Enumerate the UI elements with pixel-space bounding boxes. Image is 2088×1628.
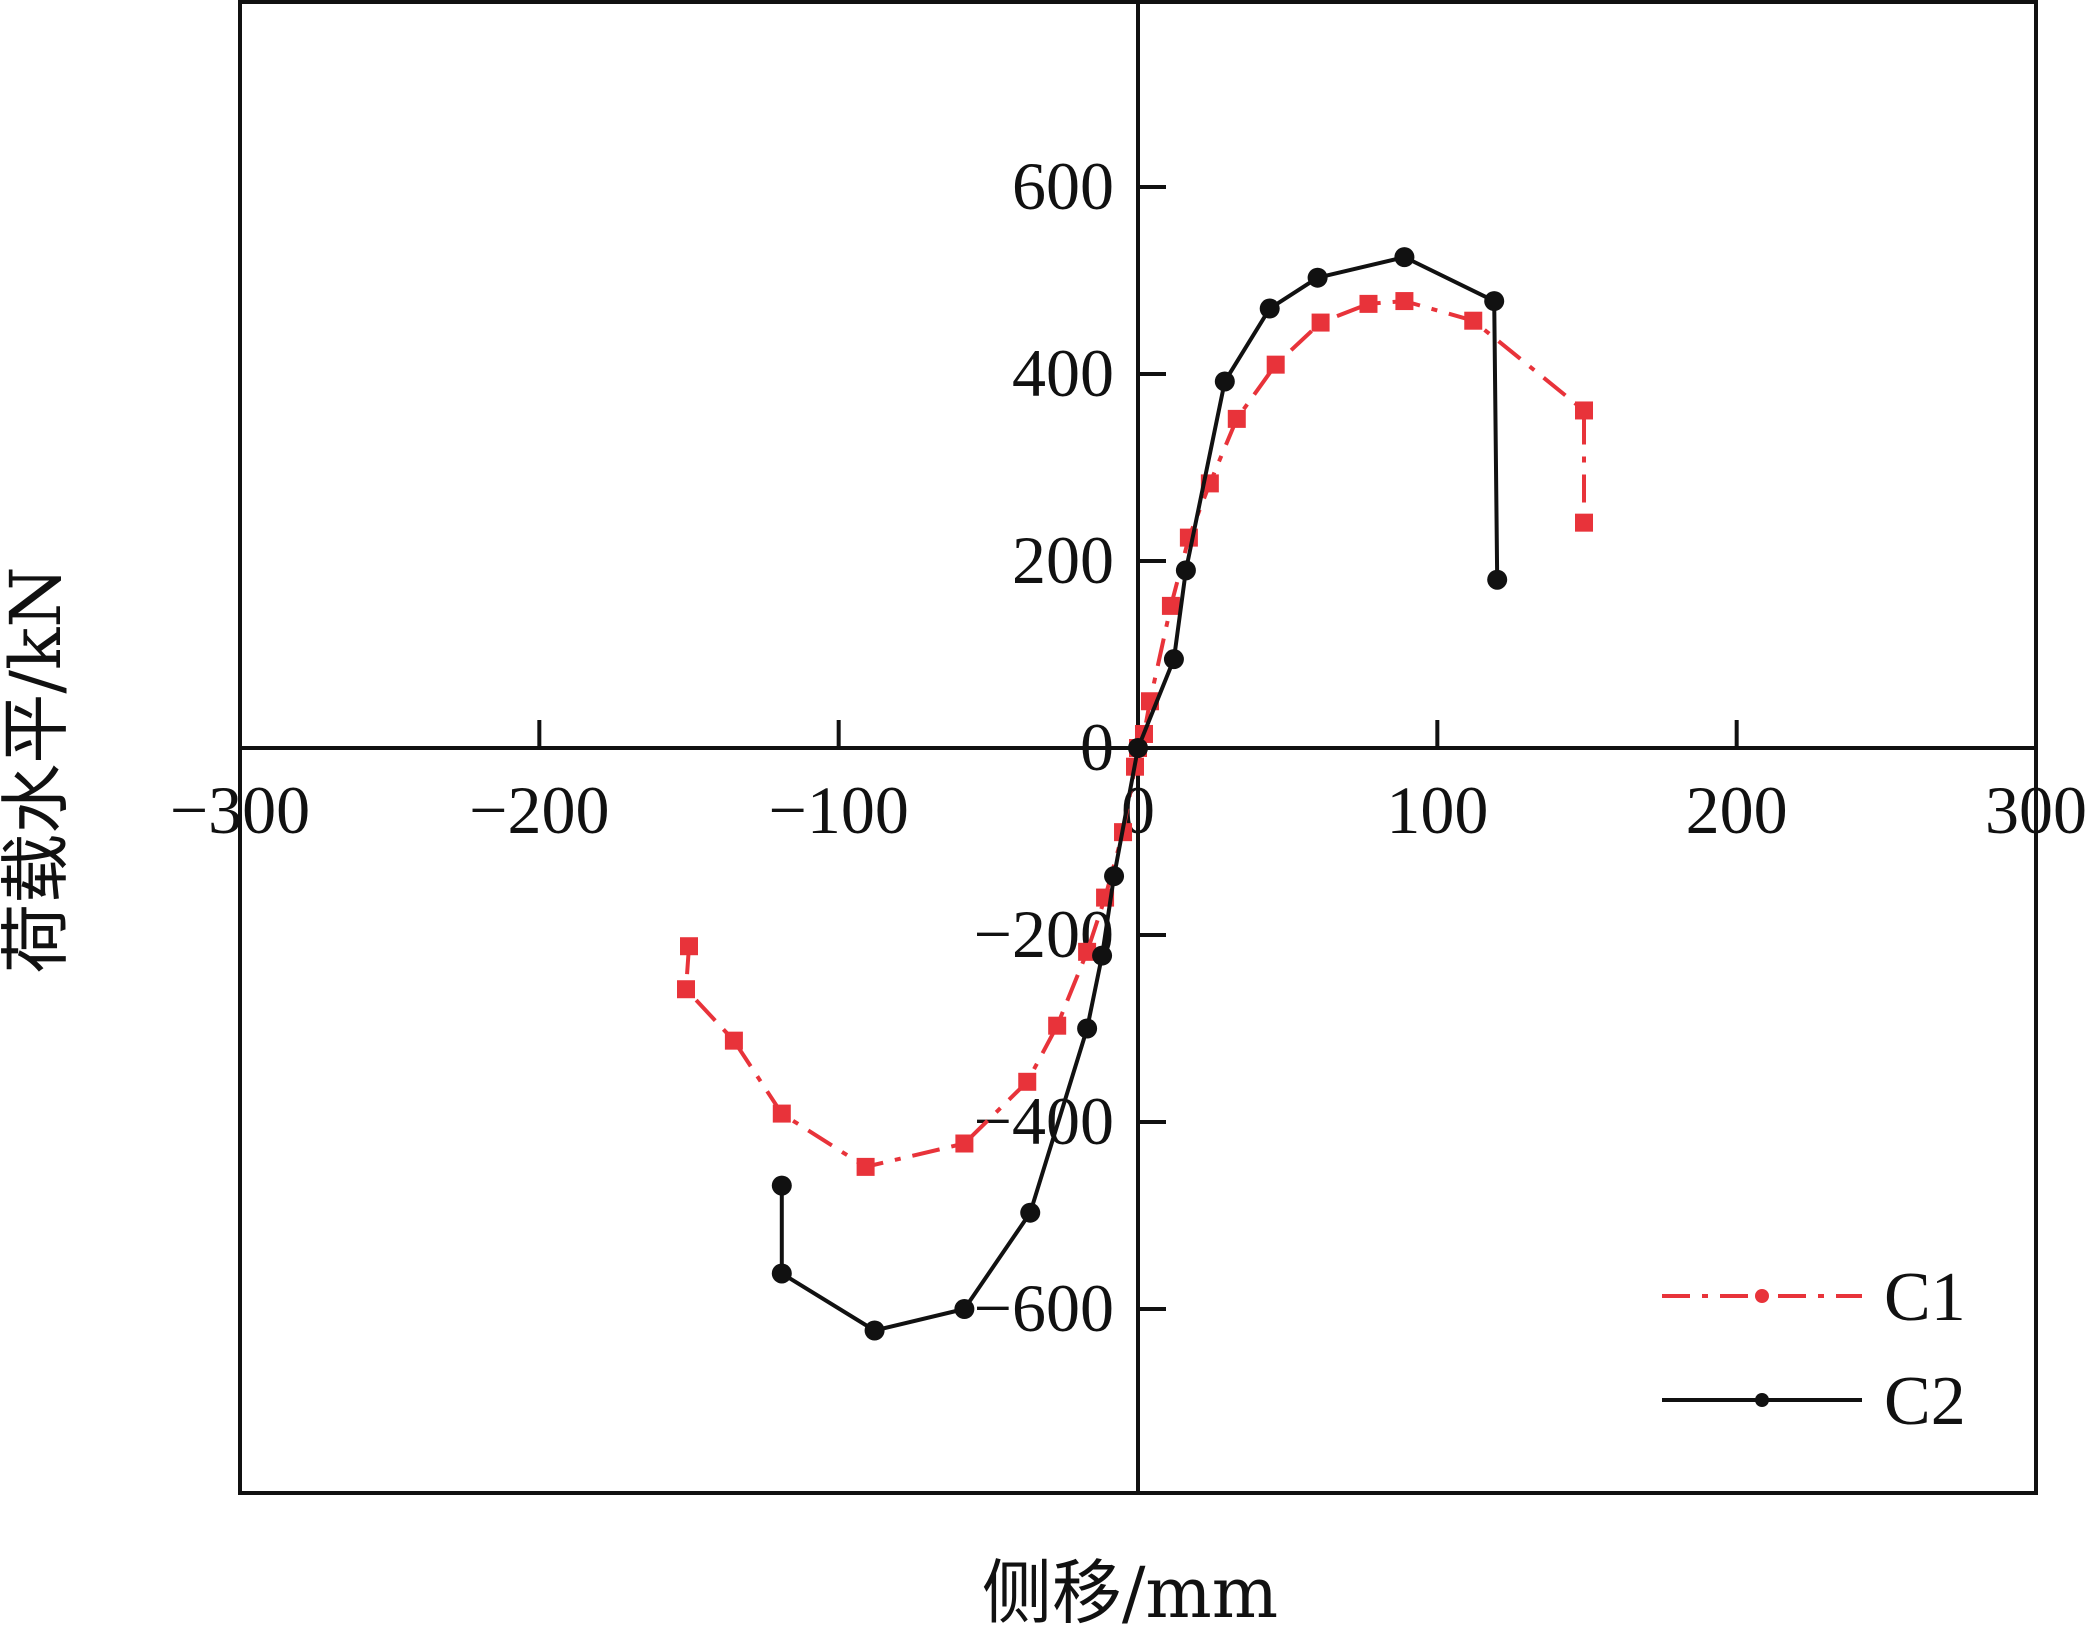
- data-point: [771, 1175, 792, 1196]
- legend-label-C2: C2: [1884, 1363, 1966, 1440]
- y-tick-label: 400: [1012, 335, 1114, 411]
- data-point: [864, 1320, 885, 1341]
- data-point: [955, 1134, 974, 1153]
- data-point: [1575, 401, 1594, 420]
- data-point: [1311, 313, 1330, 332]
- data-point: [1359, 294, 1378, 313]
- y-tick-label: −400: [974, 1083, 1114, 1159]
- data-point: [1227, 409, 1246, 428]
- x-tick-label: −200: [469, 772, 609, 848]
- data-point: [772, 1104, 791, 1123]
- data-point: [1214, 371, 1235, 392]
- y-tick-label: −600: [974, 1270, 1114, 1346]
- data-point: [1161, 596, 1180, 615]
- legend-label-C1: C1: [1884, 1259, 1966, 1336]
- data-point: [954, 1299, 975, 1319]
- data-point: [1163, 649, 1184, 670]
- y-axis-title: 荷载水平/kN: [0, 566, 77, 973]
- data-point: [1575, 513, 1594, 532]
- data-point: [680, 937, 698, 956]
- data-point: [1018, 1072, 1037, 1091]
- data-point: [1104, 866, 1125, 887]
- data-point: [1464, 311, 1483, 330]
- data-point: [856, 1157, 875, 1176]
- data-point: [1307, 267, 1328, 288]
- data-point: [724, 1031, 743, 1050]
- series-layer: [677, 247, 1594, 1341]
- series-C2: [771, 247, 1508, 1341]
- legend-marker-C2: [1755, 1393, 1769, 1407]
- data-point: [1394, 247, 1415, 268]
- data-point: [1092, 945, 1113, 966]
- series-C1: [677, 292, 1594, 1176]
- data-point: [1020, 1202, 1041, 1223]
- x-tick-label: −300: [170, 772, 310, 848]
- data-point: [1048, 1016, 1067, 1035]
- data-point: [1487, 569, 1508, 590]
- data-point: [1077, 1018, 1098, 1039]
- data-point: [1484, 291, 1505, 312]
- data-point: [1078, 942, 1097, 961]
- x-tick-label: 300: [1985, 772, 2087, 848]
- x-tick-label: −100: [768, 772, 908, 848]
- y-tick-label: 600: [1012, 148, 1114, 224]
- y-tick-label: 200: [1012, 522, 1114, 598]
- axes-layer: −300 −200 −100 0 100 200 300−600−400−200020040…: [170, 0, 2087, 1495]
- data-point: [677, 980, 696, 999]
- legend-marker-C1: [1755, 1289, 1769, 1303]
- data-point: [1395, 292, 1414, 311]
- data-point: [1128, 738, 1148, 758]
- data-point: [1266, 355, 1285, 374]
- x-tick-label: 200: [1686, 772, 1788, 848]
- x-axis-title: 侧移/mm: [982, 1552, 1278, 1628]
- data-point: [1259, 298, 1280, 319]
- data-point: [771, 1263, 792, 1284]
- data-point: [1175, 560, 1196, 581]
- y-tick-label: 0: [1080, 709, 1114, 785]
- x-tick-label: 100: [1386, 772, 1488, 848]
